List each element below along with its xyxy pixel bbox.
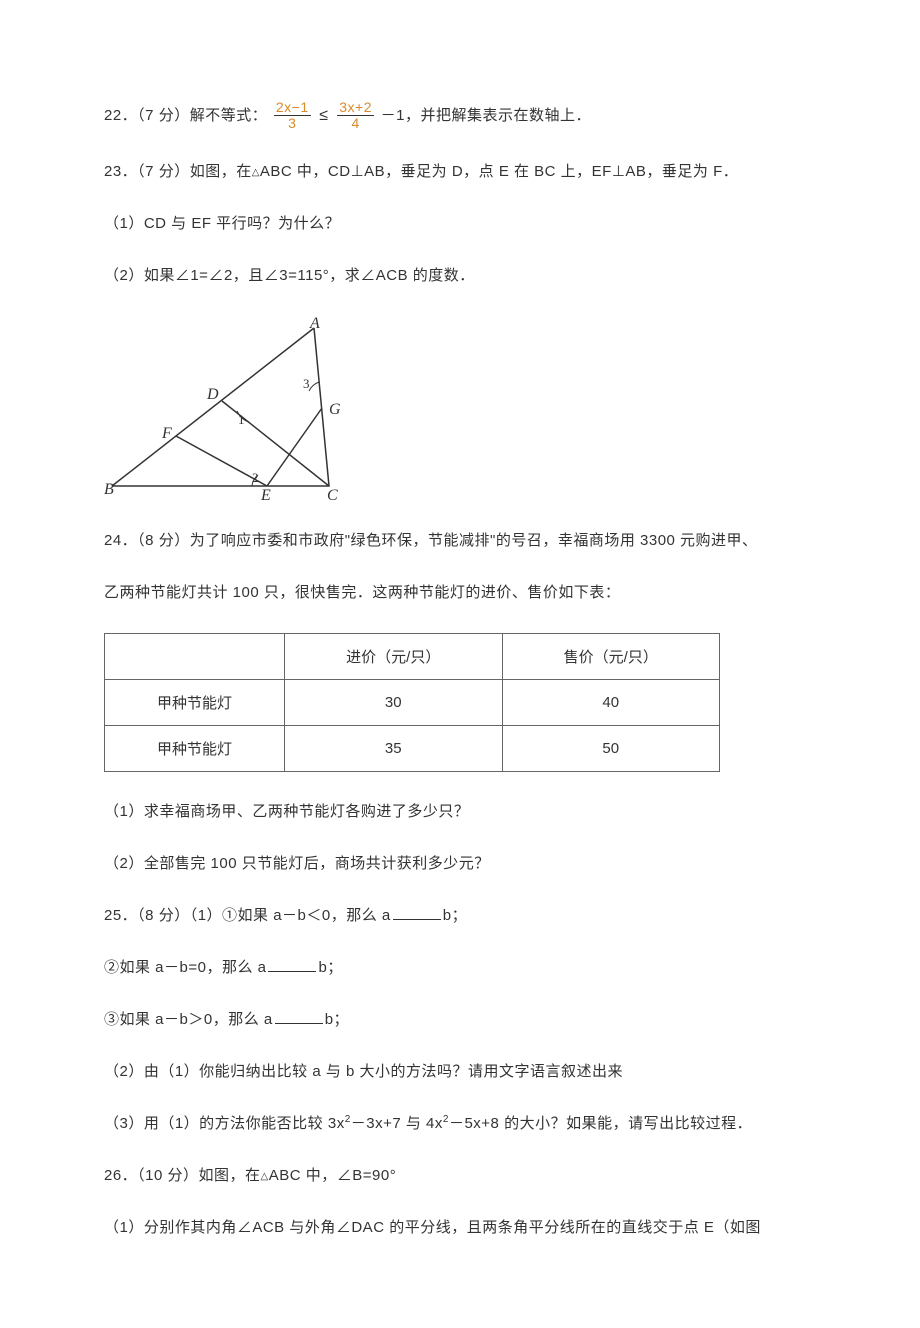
frac2-num: 3x+2 — [337, 100, 374, 116]
cell-r2c2: 35 — [285, 725, 502, 771]
label-C: C — [327, 487, 338, 501]
th-blank — [105, 633, 285, 679]
q23-figure: A B C D E F G 1 2 3 — [104, 316, 369, 501]
th-cost: 进价（元/只） — [285, 633, 502, 679]
label-2: 2 — [252, 470, 259, 485]
q25-sub2: （2）由（1）你能归纳出比较 a 与 b 大小的方法吗？请用文字语言叙述出来 — [104, 1060, 816, 1084]
q23-line1b: ABC 中，CD⊥AB，垂足为 D，点 E 在 BC 上，EF⊥AB，垂足为 F… — [260, 163, 738, 180]
label-A: A — [309, 316, 320, 332]
th-price: 售价（元/只） — [502, 633, 720, 679]
frac2-den: 4 — [337, 116, 374, 131]
table-row: 甲种节能灯 35 50 — [105, 725, 720, 771]
q23-line1: 23．（7 分）如图，在△ABC 中，CD⊥AB，垂足为 D，点 E 在 BC … — [104, 160, 816, 184]
frac1-num: 2x−1 — [274, 100, 311, 116]
q25-sub3a: （3）用（1）的方法你能否比较 3x — [104, 1115, 345, 1132]
q22-prefix: 22．（7 分）解不等式： — [104, 107, 267, 124]
q23-sub1: （1）CD 与 EF 平行吗？为什么？ — [104, 212, 816, 236]
label-G: G — [329, 401, 341, 418]
q25-sub3b: －3x+7 与 4x — [351, 1115, 443, 1132]
label-B: B — [104, 481, 114, 498]
q25-line3b: b； — [325, 1011, 349, 1028]
q24-table: 进价（元/只） 售价（元/只） 甲种节能灯 30 40 甲种节能灯 35 50 — [104, 633, 720, 772]
q23-line1a: 23．（7 分）如图，在 — [104, 163, 252, 180]
q25-line2b: b； — [318, 959, 342, 976]
le-symbol: ≤ — [319, 103, 328, 129]
q26-line1: 26．（10 分）如图，在△ABC 中，∠B=90° — [104, 1164, 816, 1188]
q24-line1: 24．（8 分）为了响应市委和市政府"绿色环保，节能减排"的号召，幸福商场用 3… — [104, 529, 816, 553]
cell-r1c3: 40 — [502, 679, 720, 725]
q23-sub2: （2）如果∠1=∠2，且∠3=115°，求∠ACB 的度数． — [104, 264, 816, 288]
label-3: 3 — [303, 376, 310, 391]
triangle-symbol: △ — [261, 1171, 269, 1182]
q22: 22．（7 分）解不等式： 2x−1 3 ≤ 3x+2 4 －1，并把解集表示在… — [104, 100, 816, 132]
table-header-row: 进价（元/只） 售价（元/只） — [105, 633, 720, 679]
q26-sub1: （1）分别作其内角∠ACB 与外角∠DAC 的平分线，且两条角平分线所在的直线交… — [104, 1216, 816, 1240]
cell-r1c2: 30 — [285, 679, 502, 725]
q22-frac2: 3x+2 4 — [337, 100, 374, 132]
blank-field — [268, 956, 316, 972]
q25-line1a: 25．（8 分）（1）①如果 a－b＜0，那么 a — [104, 907, 391, 924]
q25-line1: 25．（8 分）（1）①如果 a－b＜0，那么 a b； — [104, 904, 816, 928]
cell-r2c1: 甲种节能灯 — [105, 725, 285, 771]
cell-r2c3: 50 — [502, 725, 720, 771]
q24-line2: 乙两种节能灯共计 100 只，很快售完．这两种节能灯的进价、售价如下表： — [104, 581, 816, 605]
triangle-symbol: △ — [252, 167, 260, 178]
q22-suffix: －1，并把解集表示在数轴上． — [381, 107, 591, 124]
table-row: 甲种节能灯 30 40 — [105, 679, 720, 725]
label-D: D — [206, 386, 219, 403]
q22-frac1: 2x−1 3 — [274, 100, 311, 132]
q26-line1a: 26．（10 分）如图，在 — [104, 1167, 261, 1184]
q25-sub3: （3）用（1）的方法你能否比较 3x2－3x+7 与 4x2－5x+8 的大小？… — [104, 1112, 816, 1136]
q24-sub2: （2）全部售完 100 只节能灯后，商场共计获利多少元？ — [104, 852, 816, 876]
q25-line2a: ②如果 a－b=0，那么 a — [104, 959, 266, 976]
label-1: 1 — [238, 412, 245, 427]
q25-line3: ③如果 a－b＞0，那么 a b； — [104, 1008, 816, 1032]
q25-sub3c: －5x+8 的大小？如果能，请写出比较过程． — [449, 1115, 752, 1132]
label-F: F — [161, 425, 172, 442]
blank-field — [393, 904, 441, 920]
frac1-den: 3 — [274, 116, 311, 131]
blank-field — [275, 1008, 323, 1024]
q26-line1b: ABC 中，∠B=90° — [269, 1167, 396, 1184]
q25-line2: ②如果 a－b=0，那么 a b； — [104, 956, 816, 980]
q25-line3a: ③如果 a－b＞0，那么 a — [104, 1011, 273, 1028]
page-content: 22．（7 分）解不等式： 2x−1 3 ≤ 3x+2 4 －1，并把解集表示在… — [0, 0, 920, 1328]
label-E: E — [260, 487, 271, 501]
q25-line1b: b； — [443, 907, 467, 924]
cell-r1c1: 甲种节能灯 — [105, 679, 285, 725]
q24-sub1: （1）求幸福商场甲、乙两种节能灯各购进了多少只？ — [104, 800, 816, 824]
